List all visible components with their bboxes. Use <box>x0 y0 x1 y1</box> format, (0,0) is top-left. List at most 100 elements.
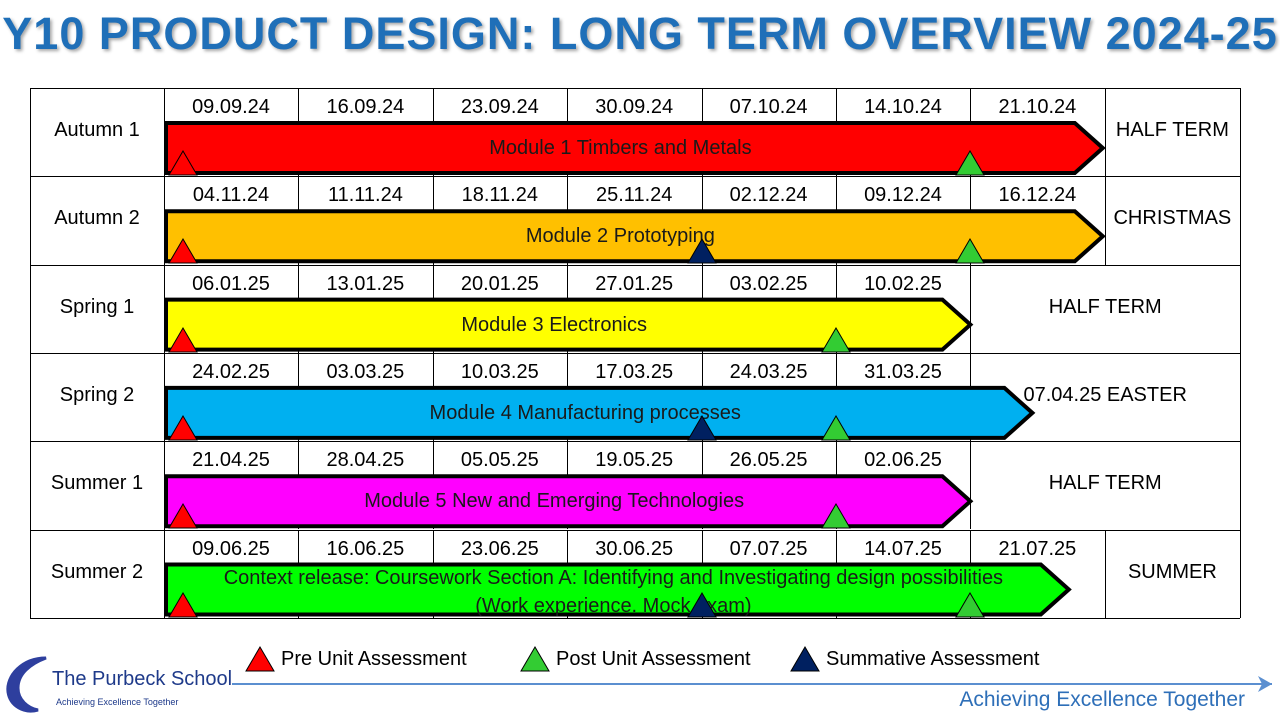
week-date: 14.10.24 <box>864 96 942 118</box>
summative-assessment-icon <box>686 414 717 441</box>
week-date: 16.12.24 <box>998 184 1077 207</box>
week-date: 10.03.25 <box>460 360 539 383</box>
week-date: 09.09.24 <box>192 96 270 118</box>
pre-unit-assessment-icon <box>168 503 198 529</box>
pre-unit-assessment-icon <box>168 326 198 353</box>
week-date: 14.07.25 <box>864 537 942 560</box>
grid-line <box>30 352 1240 354</box>
module-subtitle: (Work experience. Mock exam) <box>475 594 752 617</box>
grid-line <box>30 441 1240 443</box>
grid-line <box>1240 88 1241 618</box>
grid-line <box>1105 529 1106 618</box>
holiday-label: HALF TERM <box>1048 295 1162 318</box>
week-date: 30.06.25 <box>595 537 674 560</box>
week-date: 18.11.24 <box>461 184 538 207</box>
week-date: 24.03.25 <box>729 360 808 383</box>
school-logo-icon <box>6 656 47 713</box>
navy-triangle-icon <box>790 646 820 672</box>
term-label: Spring 1 <box>59 295 135 318</box>
holiday-label: SUMMER <box>1127 560 1217 583</box>
week-date: 10.02.25 <box>864 272 942 295</box>
week-date: 21.07.25 <box>998 537 1077 560</box>
legend-post-unit: Post Unit Assessment <box>520 644 751 674</box>
green-triangle-icon <box>520 646 550 672</box>
week-date: 16.06.25 <box>326 537 405 560</box>
week-date: 21.10.24 <box>998 96 1077 118</box>
holiday-label: 07.04.25 EASTER <box>1023 383 1187 406</box>
term-label: Summer 2 <box>50 560 144 583</box>
week-date: 30.09.24 <box>595 96 674 118</box>
grid-line <box>1105 88 1106 177</box>
term-label: Spring 2 <box>59 383 135 406</box>
arrow-right-icon <box>1258 676 1272 692</box>
week-date: 03.02.25 <box>729 272 808 295</box>
grid-line <box>30 617 1240 619</box>
summative-assessment-icon <box>686 238 717 264</box>
week-date: 11.11.24 <box>327 184 403 207</box>
week-date: 23.09.24 <box>460 96 539 118</box>
legend-pre-unit: Pre Unit Assessment <box>245 644 467 674</box>
week-date: 27.01.25 <box>595 272 674 295</box>
grid-line <box>1105 176 1106 265</box>
page-title: Y10 PRODUCT DESIGN: LONG TERM OVERVIEW 2… <box>2 8 1278 59</box>
week-date: 02.12.24 <box>729 184 808 207</box>
term-label: Autumn 1 <box>54 119 140 141</box>
motto-divider <box>232 683 1272 685</box>
module-title: Module 5 New and Emerging Technologies <box>364 490 745 513</box>
holiday-label: HALF TERM <box>1115 119 1229 141</box>
legend-summative: Summative Assessment <box>790 644 1039 674</box>
grid-line <box>30 176 1240 178</box>
week-date: 25.11.24 <box>596 184 673 207</box>
week-date: 31.03.25 <box>864 360 942 383</box>
week-date: 17.03.25 <box>595 360 674 383</box>
grid-line <box>30 88 1240 89</box>
pre-unit-assessment-icon <box>168 414 198 441</box>
motto: Achieving Excellence Together <box>959 688 1245 711</box>
post-unit-assessment-icon <box>821 503 851 529</box>
week-date: 02.06.25 <box>864 449 942 472</box>
holiday-label: HALF TERM <box>1048 472 1162 495</box>
summative-assessment-icon <box>686 591 717 617</box>
post-unit-assessment-icon <box>955 238 986 264</box>
module-title: Module 3 Electronics <box>461 313 648 336</box>
week-date: 13.01.25 <box>326 272 405 295</box>
module-title: Module 1 Timbers and Metals <box>489 137 752 159</box>
week-date: 06.01.25 <box>192 272 270 295</box>
grid-line <box>970 264 971 353</box>
week-date: 20.01.25 <box>460 272 539 295</box>
legend-label: Post Unit Assessment <box>556 647 751 670</box>
term-label: Summer 1 <box>50 472 144 495</box>
post-unit-assessment-icon <box>955 591 986 617</box>
week-date: 19.05.25 <box>595 449 674 472</box>
module-title: Module 2 Prototyping <box>525 225 715 248</box>
week-date: 07.10.24 <box>729 96 808 118</box>
term-label: Autumn 2 <box>54 207 140 230</box>
school-tagline: Achieving Excellence Together <box>56 697 179 707</box>
week-date: 16.09.24 <box>326 96 405 118</box>
module-title: Module 4 Manufacturing processes <box>429 401 741 424</box>
week-date: 03.03.25 <box>326 360 405 383</box>
week-date: 07.07.25 <box>729 537 808 560</box>
week-date: 04.11.24 <box>192 184 270 207</box>
week-date: 09.12.24 <box>864 184 942 207</box>
module-title: Context release: Coursework Section A: I… <box>223 566 1004 589</box>
post-unit-assessment-icon <box>955 150 986 176</box>
post-unit-assessment-icon <box>821 326 851 353</box>
grid-line <box>970 441 971 530</box>
legend-label: Pre Unit Assessment <box>281 647 467 670</box>
post-unit-assessment-icon <box>821 414 851 441</box>
week-date: 26.05.25 <box>729 449 808 472</box>
week-date: 09.06.25 <box>192 537 270 560</box>
pre-unit-assessment-icon <box>168 150 198 176</box>
week-date: 24.02.25 <box>192 360 270 383</box>
week-date: 28.04.25 <box>326 449 405 472</box>
school-name: The Purbeck School <box>52 668 233 690</box>
legend-label: Summative Assessment <box>826 647 1040 670</box>
week-date: 05.05.25 <box>460 449 539 472</box>
